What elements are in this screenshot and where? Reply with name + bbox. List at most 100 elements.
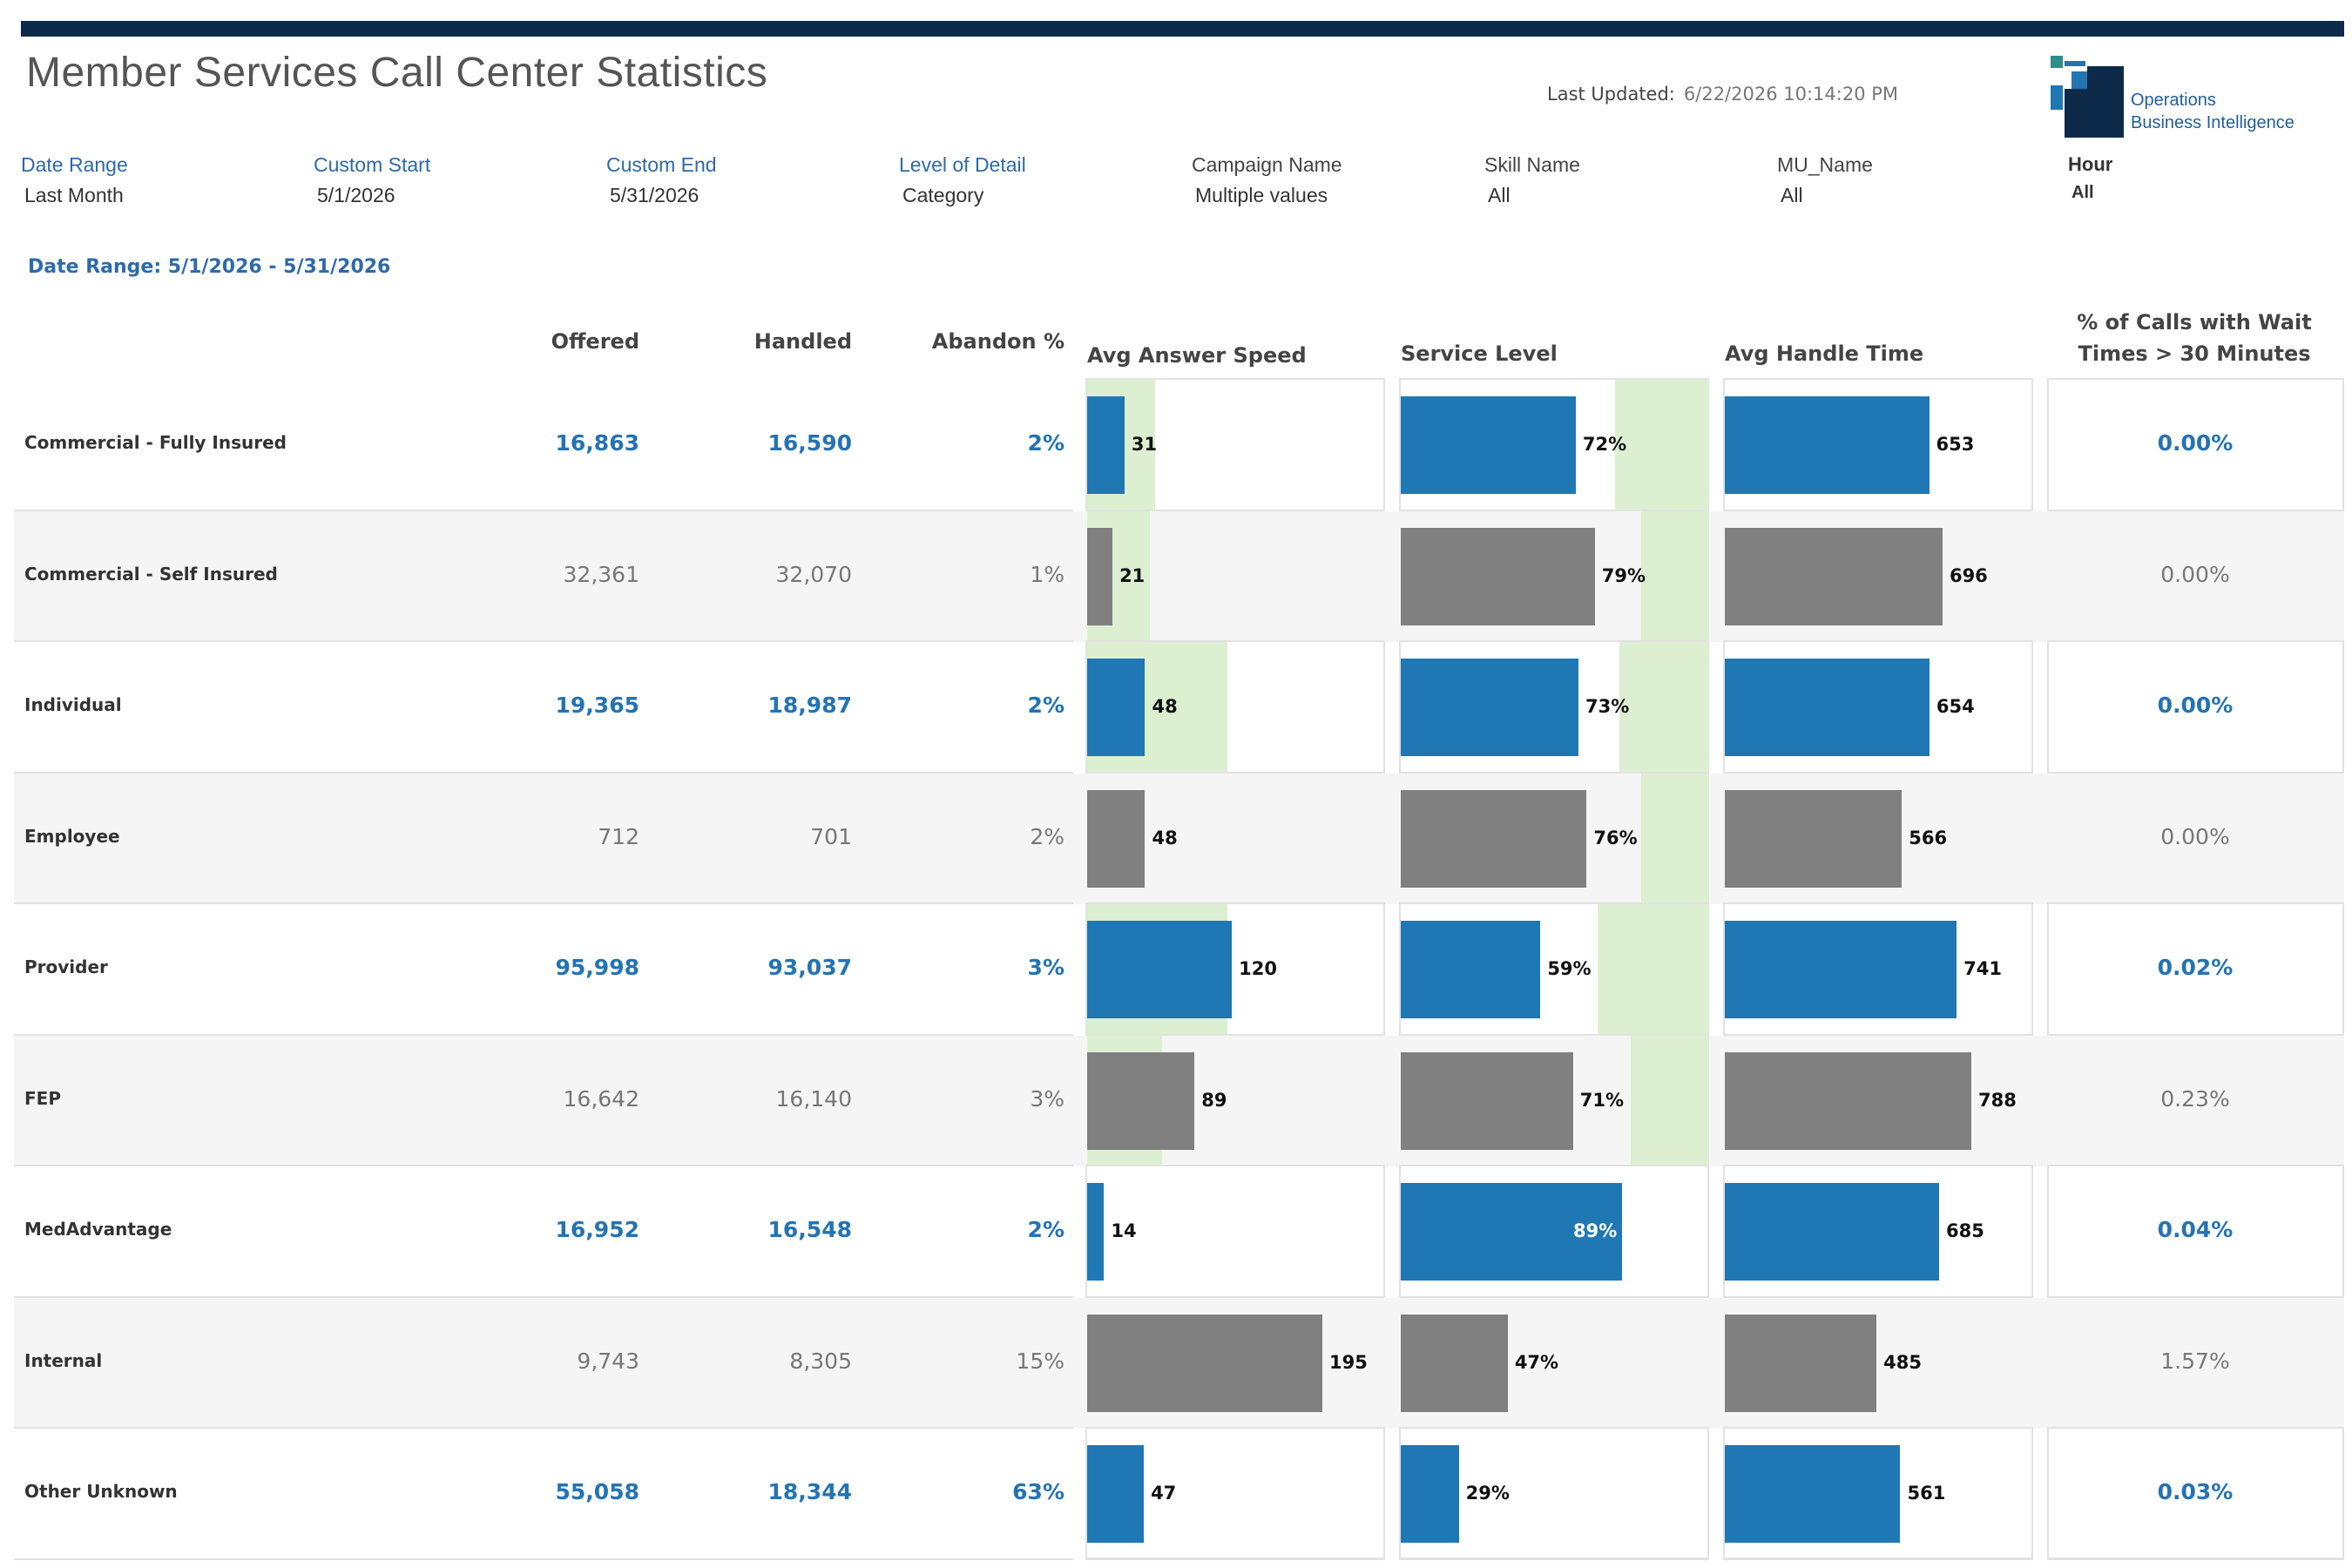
handle-time-bar[interactable]: [1725, 1445, 1901, 1543]
row-divider: [14, 509, 1073, 511]
service-level-bar[interactable]: [1401, 1183, 1623, 1281]
asa-bar[interactable]: [1087, 527, 1113, 625]
filter-custom-start[interactable]: Custom Start 5/1/2026: [314, 153, 592, 207]
abandon-value: 15%: [1016, 1348, 1064, 1374]
filter-value[interactable]: All: [1781, 184, 1803, 206]
category-label[interactable]: Individual: [24, 694, 122, 715]
wait-cell-divider: [2047, 640, 2344, 642]
filter-value[interactable]: 5/31/2026: [610, 184, 700, 206]
category-label[interactable]: Commercial - Self Insured: [24, 563, 278, 585]
filter-level-of-detail[interactable]: Level of Detail Category: [899, 153, 1178, 207]
asa-cell-divider: [1085, 1427, 1385, 1429]
filter-label: Custom End: [606, 153, 717, 176]
aht-cell-divider: [1723, 1427, 2033, 1429]
asa-bar-label: 14: [1111, 1220, 1137, 1241]
service-level-bar[interactable]: [1401, 1314, 1508, 1412]
filter-skill-name[interactable]: Skill Name All: [1484, 153, 1763, 207]
category-label[interactable]: Commercial - Fully Insured: [24, 432, 287, 453]
handle-time-bar-label: 654: [1936, 696, 1975, 717]
handled-value: 16,548: [767, 1217, 852, 1242]
asa-bar[interactable]: [1087, 659, 1146, 756]
last-updated-value: 6/22/2026 10:14:20 PM: [1683, 84, 1899, 105]
handled-value: 93,037: [767, 955, 852, 980]
asa-bar-label: 48: [1152, 827, 1178, 848]
header-avg-handle-time[interactable]: Avg Handle Time: [1725, 341, 1924, 366]
filter-value[interactable]: All: [1488, 184, 1511, 206]
header-handled[interactable]: Handled: [754, 329, 852, 354]
service-level-bar-label: 73%: [1585, 696, 1630, 717]
asa-bar[interactable]: [1087, 396, 1125, 494]
service-level-bar-label: 59%: [1547, 958, 1592, 979]
service-level-bar[interactable]: [1401, 396, 1576, 494]
category-label[interactable]: Other Unknown: [24, 1481, 178, 1502]
service-level-bar[interactable]: [1401, 1445, 1459, 1543]
offered-value: 16,952: [555, 1217, 639, 1242]
wait-over-30-value: 0.00%: [2160, 823, 2230, 849]
category-label[interactable]: Internal: [24, 1349, 103, 1371]
handle-time-bar[interactable]: [1725, 789, 1903, 888]
asa-bar-label: 89: [1201, 1089, 1227, 1111]
asa-cell-divider: [1085, 1295, 1385, 1298]
service-level-bar[interactable]: [1401, 789, 1587, 888]
header-avg-answer-speed[interactable]: Avg Answer Speed: [1087, 343, 1307, 368]
header-wait-over-30[interactable]: % of Calls with Wait Times > 30 Minutes: [2077, 310, 2312, 366]
service-level-bar[interactable]: [1401, 527, 1595, 625]
filter-value[interactable]: Last Month: [24, 184, 124, 206]
sl-target-band: [1630, 1035, 1709, 1166]
logo-squares-icon: [2051, 56, 2124, 138]
asa-cell-divider: [1085, 1033, 1385, 1036]
filter-custom-end[interactable]: Custom End 5/31/2026: [606, 153, 885, 207]
filter-value[interactable]: All: [2072, 183, 2094, 202]
header-service-level[interactable]: Service Level: [1401, 341, 1558, 366]
asa-bar[interactable]: [1087, 1314, 1322, 1412]
category-label[interactable]: FEP: [24, 1087, 61, 1109]
sl-cell-divider: [1399, 1295, 1709, 1298]
offered-value: 19,365: [555, 693, 639, 718]
row-divider: [14, 1558, 1073, 1560]
aht-cell-divider: [1723, 1295, 2033, 1298]
handle-time-bar[interactable]: [1725, 1051, 1971, 1150]
category-label[interactable]: Employee: [24, 825, 120, 847]
abandon-value: 2%: [1027, 693, 1064, 718]
filter-date-range[interactable]: Date Range Last Month: [21, 153, 300, 207]
filter-value[interactable]: 5/1/2026: [317, 184, 395, 206]
sl-target-band: [1641, 773, 1709, 904]
abandon-value: 2%: [1027, 430, 1064, 456]
filter-hour[interactable]: Hour All: [2068, 153, 2347, 203]
asa-bar[interactable]: [1087, 1183, 1105, 1281]
wait-cell-divider: [2047, 771, 2344, 774]
aht-cell-divider: [1723, 1165, 2033, 1166]
asa-bar[interactable]: [1087, 789, 1146, 888]
row-background: [14, 1166, 2344, 1297]
asa-bar[interactable]: [1087, 1445, 1145, 1543]
offered-value: 32,361: [563, 561, 639, 587]
sl-cell-divider: [1399, 902, 1709, 904]
handle-time-bar[interactable]: [1725, 1314, 1877, 1412]
category-label[interactable]: MedAdvantage: [24, 1219, 172, 1240]
page-title: Member Services Call Center Statistics: [26, 50, 768, 96]
filter-mu-name[interactable]: MU_Name All: [1777, 153, 2056, 207]
handle-time-bar[interactable]: [1725, 921, 1957, 1018]
header-abandon[interactable]: Abandon %: [931, 329, 1064, 354]
category-label[interactable]: Provider: [24, 956, 108, 977]
handle-time-bar[interactable]: [1725, 527, 1943, 625]
row-divider: [14, 771, 1073, 774]
header-offered[interactable]: Offered: [551, 329, 639, 354]
asa-bar[interactable]: [1087, 921, 1233, 1018]
wait-cell-divider: [2047, 902, 2344, 904]
filter-value[interactable]: Multiple values: [1195, 184, 1328, 206]
handle-time-bar[interactable]: [1725, 396, 1930, 494]
wait-over-30-value: 0.04%: [2157, 1217, 2234, 1242]
filter-campaign-name[interactable]: Campaign Name Multiple values: [1192, 153, 1470, 207]
asa-bar-label: 47: [1151, 1483, 1177, 1504]
service-level-bar[interactable]: [1401, 1051, 1573, 1150]
handle-time-bar-label: 566: [1909, 827, 1948, 848]
asa-bar[interactable]: [1087, 1051, 1195, 1150]
handle-time-bar[interactable]: [1725, 1183, 1939, 1281]
service-level-bar[interactable]: [1401, 921, 1541, 1018]
handle-time-bar[interactable]: [1725, 659, 1930, 756]
row-divider: [14, 640, 1073, 642]
top-accent-bar: [21, 21, 2344, 37]
filter-value[interactable]: Category: [902, 184, 984, 206]
service-level-bar[interactable]: [1401, 659, 1579, 756]
